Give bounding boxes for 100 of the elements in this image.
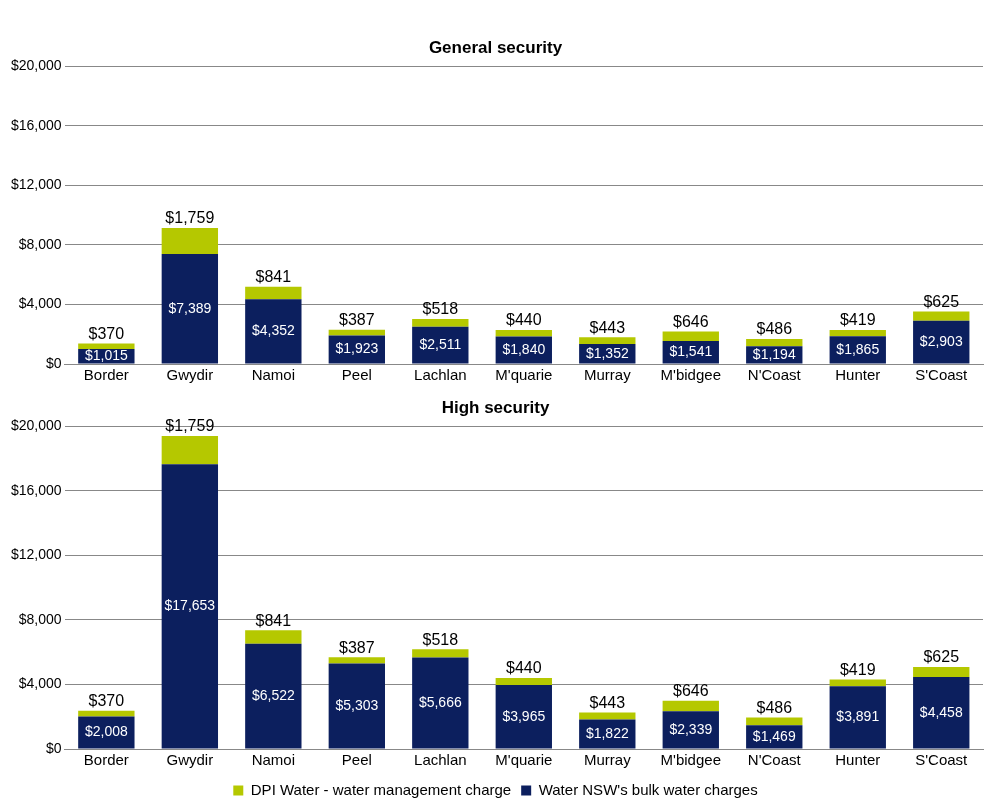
bar [662, 700, 719, 712]
x-tick-label: Namoi [251, 366, 296, 384]
x-tick-label: Murray [583, 751, 632, 769]
legend-label: Water NSW's bulk water charges [538, 780, 758, 798]
data-label: $2,008 [84, 723, 128, 740]
y-tick-label: $4,000 [18, 295, 62, 312]
data-label: $419 [839, 311, 876, 329]
x-tick-label: Border [83, 751, 129, 769]
x-tick-label: Murray [583, 366, 632, 384]
data-label: $1,352 [585, 344, 629, 361]
data-label: $518 [422, 300, 459, 318]
x-tick-label: M'quarie [495, 366, 553, 384]
bar [829, 330, 886, 337]
bar [495, 330, 552, 337]
bar [913, 667, 970, 678]
y-tick-label: $0 [46, 354, 62, 371]
data-label: $2,903 [919, 333, 963, 350]
y-tick-label: $20,000 [11, 417, 62, 434]
data-label: $625 [923, 648, 960, 666]
data-label: $4,352 [251, 322, 295, 339]
bar [328, 663, 385, 749]
data-label: $1,822 [585, 724, 629, 741]
x-tick-label: Namoi [251, 751, 296, 769]
data-label: $518 [422, 630, 459, 648]
data-label: $17,653 [164, 597, 216, 614]
data-label: $443 [589, 318, 626, 336]
data-label: $1,194 [752, 345, 796, 362]
data-label: $419 [839, 660, 876, 678]
bar [746, 717, 803, 726]
legend-label: DPI Water - water management charge [250, 780, 512, 798]
y-tick-label: $8,000 [18, 610, 62, 627]
data-label: $1,469 [752, 727, 796, 744]
bar [78, 343, 135, 349]
bar [161, 254, 219, 364]
data-label: $370 [88, 692, 125, 710]
data-label: $486 [756, 320, 793, 338]
bar [412, 318, 469, 327]
bar [412, 649, 469, 658]
bar [161, 227, 219, 255]
data-label: $1,865 [836, 340, 880, 357]
x-tick-label: Peel [341, 751, 372, 769]
data-label: $2,511 [419, 335, 462, 352]
bar [495, 685, 552, 749]
data-label: $1,759 [165, 417, 215, 435]
data-label: $1,923 [335, 340, 379, 357]
y-tick-label: $4,000 [18, 675, 62, 692]
data-label: $486 [756, 698, 793, 716]
data-label: $7,389 [168, 299, 212, 316]
bar [662, 331, 719, 342]
data-label: $387 [339, 638, 375, 656]
bar [245, 630, 302, 644]
bar [412, 657, 469, 749]
y-tick-label: $16,000 [11, 481, 62, 498]
x-tick-label: Gwydir [166, 366, 214, 384]
x-tick-label: S'Coast [915, 751, 969, 769]
data-label: $1,759 [165, 209, 215, 227]
x-tick-label: Hunter [835, 751, 881, 769]
bar [245, 643, 302, 749]
bar [245, 286, 302, 300]
data-label: $841 [255, 268, 292, 286]
x-tick-label: M'bidgee [660, 751, 721, 769]
y-tick-label: $16,000 [11, 116, 62, 133]
chart-title: High security [441, 397, 550, 417]
data-label: $5,666 [418, 693, 462, 710]
x-tick-label: S'Coast [915, 366, 969, 384]
data-label: $6,522 [251, 687, 295, 704]
y-tick-label: $0 [46, 739, 62, 756]
y-tick-label: $12,000 [11, 546, 62, 563]
bar [913, 311, 970, 321]
data-label: $646 [672, 312, 709, 330]
bar [829, 679, 886, 687]
bar [328, 657, 385, 664]
data-label: $440 [506, 311, 542, 329]
x-tick-label: Peel [341, 366, 372, 384]
data-label: $4,458 [919, 703, 963, 720]
y-tick-label: $12,000 [11, 176, 62, 193]
data-label: $3,891 [836, 708, 880, 725]
data-label: $646 [672, 682, 709, 700]
x-tick-label: Lachlan [414, 366, 467, 384]
data-label: $5,303 [335, 696, 379, 713]
bar [579, 712, 636, 720]
data-label: $440 [506, 659, 542, 677]
data-label: $841 [255, 611, 292, 629]
bar [495, 677, 552, 686]
data-label: $387 [339, 311, 375, 329]
bar [579, 337, 636, 344]
y-tick-label: $8,000 [18, 235, 62, 252]
chart-title: General security [428, 37, 563, 57]
x-tick-label: Gwydir [166, 751, 214, 769]
data-label: $1,015 [84, 347, 128, 364]
data-label: $625 [923, 292, 960, 310]
bar [829, 686, 886, 749]
x-tick-label: M'quarie [495, 751, 553, 769]
bar [78, 710, 135, 717]
x-tick-label: M'bidgee [660, 366, 721, 384]
data-label: $1,541 [669, 343, 713, 360]
y-tick-label: $20,000 [11, 57, 62, 74]
bar [161, 435, 219, 465]
x-tick-label: Hunter [835, 366, 881, 384]
x-tick-label: Border [83, 366, 129, 384]
